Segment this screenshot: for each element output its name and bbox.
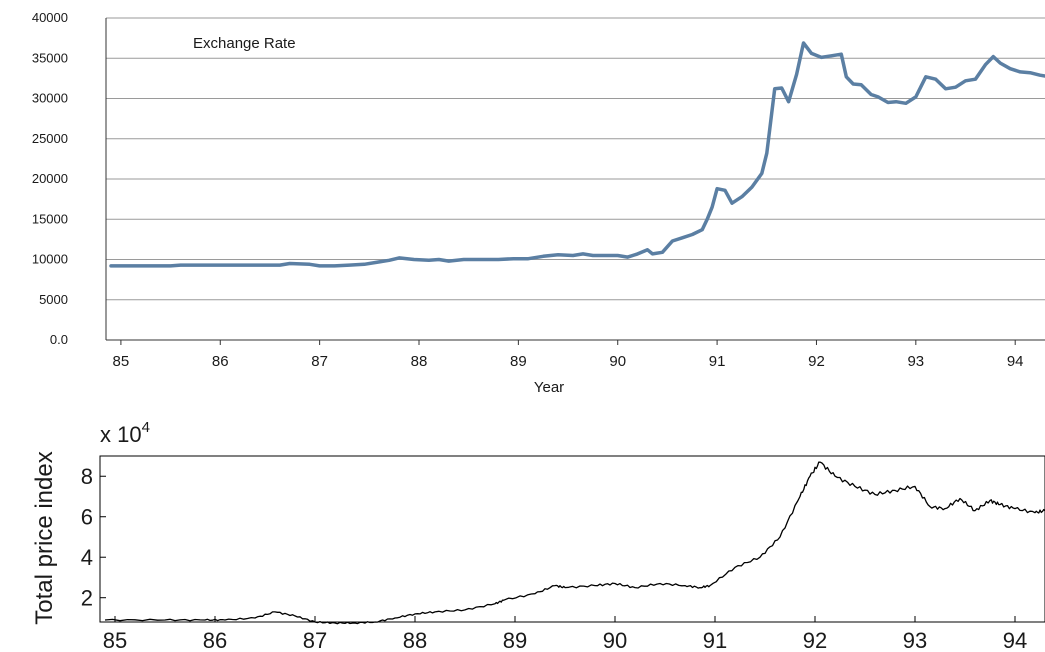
y-tick-label: 40000 [32,10,68,25]
x-tick-label: 91 [703,628,727,652]
x-tick-label: 87 [311,353,328,370]
x-tick-label: 89 [503,628,527,652]
x-tick-label: 94 [1007,353,1024,370]
y-tick-label: 0.0 [50,332,68,347]
y-tick-label: 6 [81,505,93,530]
y-multiplier: x 104 [100,419,150,447]
y-tick-label: 30000 [32,91,68,106]
plot-frame [99,455,1045,623]
total-price-index-line [104,461,1045,625]
y-tick-label: 35000 [32,50,68,65]
y-tick-labels: 0.0 5000 10000 15000 20000 25000 30000 35000 400… [32,10,68,347]
x-tick-label: 87 [303,628,327,652]
x-tick-labels: 85 86 87 88 89 90 91 92 93 94 [113,340,1024,370]
x-tick-label: 90 [609,353,626,370]
x-tick-label: 88 [411,353,428,370]
y-tick-label: 5000 [39,292,68,307]
exchange-rate-chart: 0.0 5000 10000 15000 20000 25000 30000 35000 400… [32,10,1045,396]
x-tick-label: 92 [803,628,827,652]
y-tick-label: 20000 [32,171,68,186]
x-tick-label: 90 [603,628,627,652]
y-tick-label: 25000 [32,131,68,146]
x-tick-labels: 85 86 87 88 89 90 91 92 93 94 [103,616,1027,652]
y-tick-label: 15000 [32,211,68,226]
x-tick-label: 86 [203,628,227,652]
y-axis-label: Total price index [31,451,58,624]
x-tick-label: 88 [403,628,427,652]
y-tick-label: 4 [81,545,93,570]
x-tick-label: 93 [903,628,927,652]
x-tick-label: 92 [808,353,825,370]
y-gridlines [106,17,1045,301]
y-tick-label: 10000 [32,252,68,267]
x-tick-label: 94 [1003,628,1027,652]
chart-title: Exchange Rate [193,35,296,52]
y-multiplier-base: x 10 [100,422,142,447]
exchange-rate-line [109,41,1045,268]
x-axis-label: Year [534,379,564,396]
y-multiplier-exponent: 4 [142,419,150,436]
y-tick-label: 8 [81,464,93,489]
x-tick-label: 86 [212,353,229,370]
y-tick-labels: 2 4 6 8 [81,464,106,611]
x-tick-label: 89 [510,353,527,370]
x-tick-label: 91 [709,353,726,370]
x-tick-label: 85 [113,353,130,370]
y-tick-label: 2 [81,586,93,611]
x-tick-label: 85 [103,628,127,652]
x-tick-label: 93 [907,353,924,370]
